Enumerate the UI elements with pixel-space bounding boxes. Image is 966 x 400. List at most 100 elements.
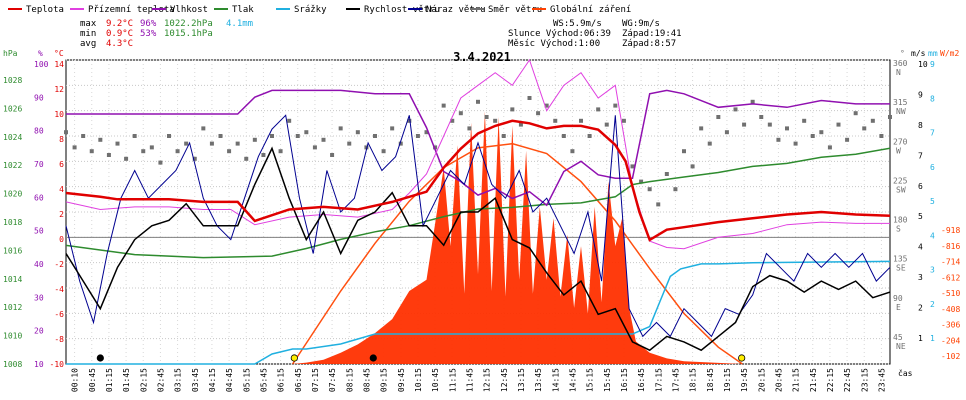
stats-press: 1015.1hPa — [164, 29, 213, 39]
wind-tick: 9 — [918, 90, 923, 99]
marker-moonrise — [96, 354, 104, 362]
direction-point — [793, 141, 798, 146]
marker-sunset — [738, 354, 746, 362]
wind-tick: 7 — [918, 151, 923, 160]
direction-point — [141, 149, 146, 154]
x-tick: 07:15 — [311, 368, 320, 392]
direction-point — [192, 156, 197, 161]
axis-unit-sol: W/m2 — [940, 49, 959, 58]
direction-point — [853, 111, 858, 116]
dir-tick-letter: NW — [896, 107, 906, 116]
dir-tick: 135 — [893, 255, 908, 264]
direction-point — [827, 145, 832, 150]
direction-point — [604, 122, 609, 127]
temp-tick: -10 — [50, 360, 65, 369]
direction-point — [613, 103, 618, 108]
wind-tick: 3 — [918, 273, 923, 282]
dir-tick-letter: E — [896, 303, 901, 312]
direction-point — [330, 153, 335, 157]
direction-point — [862, 126, 867, 131]
x-tick: 13:15 — [517, 368, 526, 392]
direction-point — [132, 134, 137, 138]
temp-tick: -4 — [54, 285, 64, 294]
x-tick: 18:45 — [706, 368, 715, 392]
legend-label-6: Náraz větru — [426, 5, 486, 15]
rain-tick: 7 — [930, 129, 935, 138]
x-tick: 11:45 — [465, 368, 474, 392]
stats-wg: WG:9m/s — [622, 19, 660, 29]
direction-point — [115, 141, 120, 146]
x-tick: 21:15 — [792, 368, 801, 392]
x-tick: 22:15 — [826, 368, 835, 392]
direction-point — [167, 134, 171, 138]
humidity-tick: 70 — [34, 160, 44, 169]
stats-moon: Měsíc Východ:1:00 — [508, 39, 600, 49]
pressure-tick: 1026 — [3, 104, 22, 113]
temp-tick: 14 — [54, 60, 64, 69]
series-rain — [66, 260, 891, 365]
temp-tick: 6 — [59, 160, 64, 169]
direction-point — [888, 115, 892, 119]
stats-temp: 9.2°C — [106, 19, 133, 29]
direction-point — [810, 134, 815, 138]
pressure-tick: 1018 — [3, 218, 22, 227]
x-tick: 13:45 — [534, 368, 543, 392]
x-tick: 19:15 — [723, 368, 732, 392]
direction-point — [802, 118, 807, 123]
wind-tick: 8 — [918, 121, 923, 130]
direction-point — [373, 134, 377, 138]
direction-point — [553, 118, 558, 123]
direction-point — [252, 137, 257, 142]
humidity-tick: 10 — [34, 360, 44, 369]
x-tick: 03:15 — [174, 368, 183, 392]
solar-tick: -918 — [941, 226, 960, 235]
direction-point — [750, 99, 755, 104]
direction-point — [227, 149, 232, 154]
x-tick: 00:10 — [71, 368, 80, 392]
direction-point — [501, 134, 506, 138]
dir-tick: 315 — [893, 98, 908, 107]
wind-tick: 2 — [918, 304, 923, 313]
direction-point — [450, 118, 455, 123]
x-tick: 19:45 — [740, 368, 749, 392]
series-wind — [65, 146, 891, 352]
x-tick: 14:15 — [551, 368, 560, 392]
pressure-tick: 1008 — [3, 360, 22, 369]
stats-temp: 4.3°C — [106, 39, 133, 49]
direction-point — [561, 134, 566, 138]
direction-point — [587, 134, 592, 138]
x-tick: 20:15 — [757, 368, 766, 392]
direction-point — [870, 118, 875, 123]
pressure-tick: 1012 — [3, 303, 22, 312]
direction-point — [724, 130, 729, 135]
direction-point — [424, 130, 429, 135]
direction-point — [819, 130, 824, 135]
direction-point — [733, 107, 738, 112]
direction-point — [287, 118, 292, 123]
direction-point — [690, 164, 695, 169]
dir-tick: 225 — [893, 176, 908, 185]
wind-tick: 1 — [918, 334, 923, 343]
dir-tick-letter: N — [896, 68, 901, 77]
direction-point — [235, 141, 240, 146]
direction-point — [518, 122, 523, 127]
pressure-tick: 1024 — [3, 133, 22, 142]
direction-point — [347, 141, 352, 146]
direction-point — [467, 126, 472, 131]
x-tick: 09:45 — [397, 368, 406, 392]
series-temp — [65, 119, 891, 242]
stats-sun-set: Západ:19:41 — [622, 29, 682, 39]
dir-tick-letter: W — [896, 146, 901, 155]
direction-point — [89, 149, 94, 154]
pressure-tick: 1022 — [3, 161, 22, 170]
x-tick: 10:45 — [431, 368, 440, 392]
humidity-tick: 30 — [34, 293, 44, 302]
dir-tick: 180 — [893, 216, 908, 225]
dir-tick: 45 — [893, 333, 903, 342]
direction-point — [124, 156, 129, 161]
x-tick: 22:45 — [843, 368, 852, 392]
direction-point — [656, 202, 661, 207]
legend-label-8: Globální záření — [550, 5, 631, 15]
stats-hum: 53% — [140, 29, 157, 39]
humidity-tick: 80 — [34, 127, 44, 136]
